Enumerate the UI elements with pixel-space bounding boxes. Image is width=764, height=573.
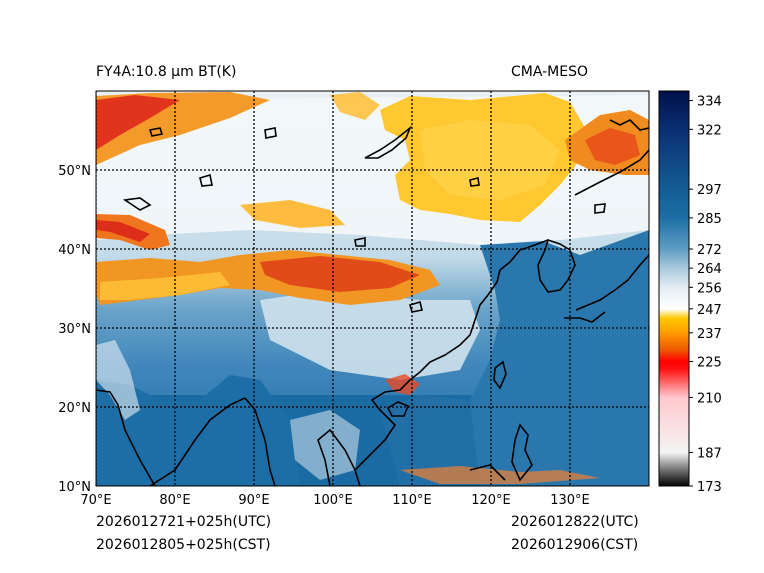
- china-interior: [260, 290, 480, 380]
- colorbar-tick-label-225: 225: [697, 356, 722, 371]
- product-title: FY4A:10.8 µm BT(K): [96, 64, 237, 80]
- cold-band-plateau-yellow: [100, 272, 230, 300]
- colorbar-tick-label-256: 256: [697, 281, 722, 296]
- cold-band-plateau-core: [260, 256, 420, 292]
- map-frame: [95, 90, 650, 487]
- lat-tick-20: 20°N: [58, 401, 91, 416]
- colorbar-tick-label-322: 322: [697, 123, 722, 138]
- colorbar-tick-label-210: 210: [697, 391, 722, 406]
- lon-tick-80: 80°E: [159, 493, 190, 508]
- lat-tick-40: 40°N: [58, 243, 91, 258]
- lat-tick-30: 30°N: [58, 322, 91, 337]
- lat-tick-50: 50°N: [58, 164, 91, 179]
- lon-tick-labels: 70°E 80°E 90°E 100°E 110°E 120°E 130°E: [80, 493, 589, 508]
- cloud-streak-se-asia: [290, 410, 360, 480]
- colorbar-tick-label-264: 264: [697, 262, 722, 277]
- coastlines: [96, 119, 649, 486]
- lon-tick-130: 130°E: [550, 493, 590, 508]
- gridlines: [96, 91, 649, 486]
- lon-tick-90: 90°E: [238, 493, 269, 508]
- cold-streak-1: [240, 200, 345, 228]
- colorbar-tick-label-272: 272: [697, 243, 722, 258]
- colorbar-ticks: 173 187 210 225 237 247 256 264 272 285 297 322 334: [689, 95, 722, 495]
- colorbar: [658, 90, 690, 487]
- colorbar-tick-label-334: 334: [697, 95, 722, 110]
- lon-tick-110: 110°E: [392, 493, 432, 508]
- cold-cloud-ne-core: [585, 128, 640, 165]
- satellite-imagery: [96, 91, 649, 486]
- valid-time-cst: 2026012906(CST): [511, 537, 639, 553]
- cloud-streak-sea: [96, 340, 140, 420]
- valid-time-utc: 2026012822(UTC): [511, 514, 639, 530]
- cold-band-west-red: [96, 220, 150, 242]
- lon-tick-70: 70°E: [80, 493, 111, 508]
- colorbar-tick-label-285: 285: [697, 212, 722, 227]
- colorbar-tick-label-297: 297: [697, 183, 722, 198]
- colorbar-tick-label-187: 187: [697, 446, 722, 461]
- init-time-utc: 2026012721+025h(UTC): [96, 514, 272, 530]
- colorbar-tick-label-237: 237: [697, 327, 722, 342]
- lon-tick-100: 100°E: [313, 493, 353, 508]
- colorbar-tick-label-173: 173: [697, 480, 722, 495]
- cold-cloud-mongolia-inner: [420, 120, 560, 200]
- colorbar-tick-label-247: 247: [697, 303, 722, 318]
- lat-tick-10: 10°N: [58, 480, 91, 495]
- init-time-cst: 2026012805+025h(CST): [96, 537, 271, 553]
- cold-streak-2: [330, 92, 380, 120]
- lat-tick-labels: 10°N 20°N 30°N 40°N 50°N: [58, 164, 91, 495]
- cold-cloud-nw-core: [96, 95, 180, 150]
- pacific-ocean: [470, 230, 649, 486]
- lon-tick-120: 120°E: [471, 493, 511, 508]
- south-china-sea: [380, 395, 480, 486]
- model-title: CMA-MESO: [511, 64, 589, 80]
